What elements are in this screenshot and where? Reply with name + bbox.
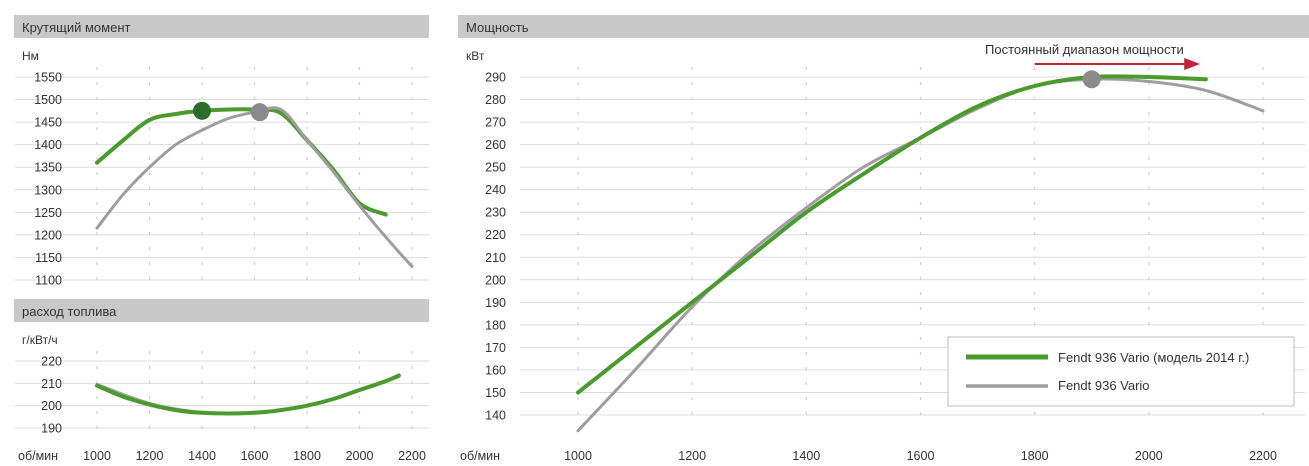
torque-title: Крутящий момент (22, 20, 130, 35)
power-x-tick-label: 1800 (1021, 449, 1049, 463)
torque-header-bar (14, 15, 429, 38)
power-y-tick-label: 230 (485, 206, 506, 220)
power-y-tick-label: 140 (485, 409, 506, 423)
torque-y-tick-label: 1250 (34, 206, 62, 220)
power-x-tick-label: 1600 (907, 449, 935, 463)
power-chart: 140 150 160 170 180 190 200 210 220 230 240 250 260 2… (485, 67, 1305, 463)
legend-label-old: Fendt 936 Vario (1058, 378, 1150, 393)
power-y-tick-label: 160 (485, 363, 506, 377)
torque-x-tick-label: 2200 (398, 449, 426, 463)
fuel-y-tick-label: 200 (41, 399, 62, 413)
power-y-tick-label: 250 (485, 161, 506, 175)
power-x-tick-label: 2000 (1135, 449, 1163, 463)
torque-y-tick-label: 1500 (34, 93, 62, 107)
power-y-tick-label: 220 (485, 228, 506, 242)
torque-y-tick-label: 1150 (35, 251, 62, 265)
legend-box (947, 336, 1295, 407)
fuel-y-tick-label: 220 (41, 355, 62, 369)
fuel-y-tick-label: 210 (41, 377, 62, 391)
torque-x-tick-label: 1800 (293, 449, 321, 463)
torque-y-tick-label: 1400 (34, 138, 62, 152)
power-y-tick-label: 270 (485, 116, 506, 130)
torque-x-tick-label: 1200 (136, 449, 164, 463)
torque-unit-label: Нм (22, 49, 39, 63)
torque-marker (250, 103, 269, 122)
torque-x-tick-label: 1400 (188, 449, 216, 463)
power-title: Мощность (466, 20, 529, 35)
power-y-tick-label: 190 (485, 296, 506, 310)
power-y-tick-label: 210 (485, 251, 506, 265)
right-x-axis-label: об/мин (460, 449, 500, 463)
torque-marker (193, 101, 211, 120)
fuel-series-new-line (95, 373, 401, 416)
torque-y-tick-label: 1550 (34, 71, 62, 85)
power-unit-label: кВт (466, 49, 485, 63)
torque-x-tick-label: 1000 (83, 449, 111, 463)
left-x-axis-label: об/мин (18, 449, 58, 463)
fuel-chart: 190 200 210 220 (15, 351, 429, 436)
power-range-arrow-head (1184, 58, 1201, 70)
power-y-tick-label: 180 (485, 318, 506, 332)
torque-series-new-line (95, 107, 388, 217)
fuel-series-old-line (95, 375, 401, 415)
torque-y-tick-label: 1350 (34, 161, 62, 175)
power-y-tick-label: 150 (485, 386, 506, 400)
fuel-header-bar (14, 299, 429, 322)
torque-y-tick-label: 1200 (34, 228, 62, 242)
legend-label-new: Fendt 936 Vario (модель 2014 г.) (1058, 350, 1249, 365)
torque-y-tick-label: 1450 (34, 116, 62, 130)
torque-chart: 1100 1150 1200 1250 1300 1350 1400 1450 1500 1550… (15, 67, 429, 463)
power-y-tick-label: 170 (485, 341, 506, 355)
power-range-annotation: Постоянный диапазон мощности (985, 42, 1184, 57)
power-x-tick-label: 1200 (678, 449, 706, 463)
fuel-title: расход топлива (22, 304, 117, 319)
fuel-y-tick-label: 190 (41, 422, 62, 436)
torque-y-tick-label: 1300 (34, 183, 62, 197)
torque-y-tick-label: 1100 (35, 274, 62, 288)
power-marker (1082, 70, 1101, 89)
power-y-tick-label: 290 (485, 71, 506, 85)
torque-x-tick-label: 2000 (346, 449, 374, 463)
power-x-tick-label: 2200 (1249, 449, 1277, 463)
torque-x-tick-label: 1600 (241, 449, 269, 463)
power-y-tick-label: 260 (485, 138, 506, 152)
power-y-tick-label: 240 (485, 183, 506, 197)
power-range-arrow (1034, 58, 1201, 70)
power-y-tick-label: 280 (485, 93, 506, 107)
power-header-bar (458, 15, 1309, 38)
power-x-tick-label: 1400 (792, 449, 820, 463)
fuel-unit-label: г/кВт/ч (22, 333, 58, 347)
power-x-tick-label: 1000 (564, 449, 592, 463)
power-y-tick-label: 200 (485, 273, 506, 287)
